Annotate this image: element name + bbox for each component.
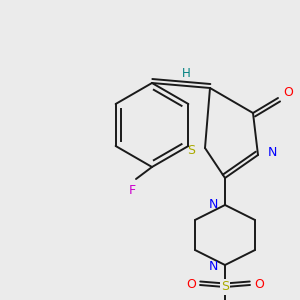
Text: F: F [128,184,136,196]
Text: O: O [186,278,196,292]
Text: S: S [221,280,229,293]
Text: O: O [254,278,264,292]
Text: N: N [267,146,277,158]
Text: N: N [208,197,218,211]
Text: N: N [208,260,218,274]
Text: O: O [283,85,293,98]
Text: H: H [182,67,190,80]
Text: S: S [187,143,195,157]
